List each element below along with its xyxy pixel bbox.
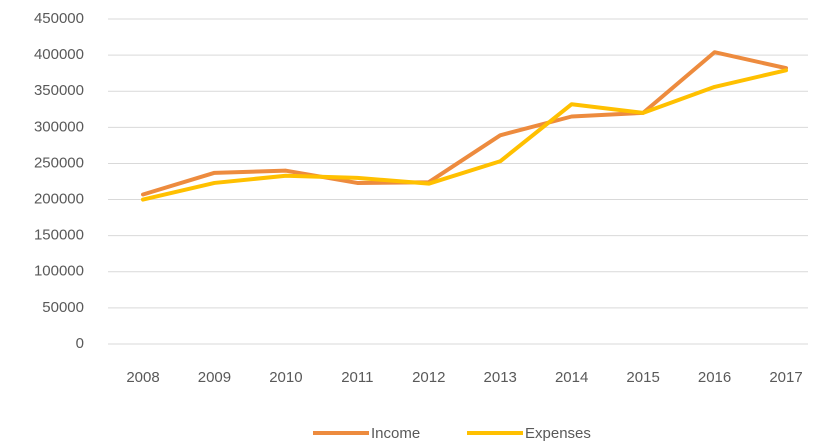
x-tick-label: 2016 (698, 369, 731, 386)
y-tick-label: 200000 (34, 191, 84, 208)
y-tick-label: 0 (76, 335, 84, 352)
x-tick-label: 2013 (484, 369, 517, 386)
y-tick-label: 300000 (34, 118, 84, 135)
x-tick-label: 2014 (555, 369, 588, 386)
y-tick-label: 250000 (34, 154, 84, 171)
x-tick-label: 2010 (269, 369, 302, 386)
line-series (141, 68, 788, 202)
y-tick-label: 100000 (34, 263, 84, 280)
x-tick-label: 2011 (341, 369, 373, 386)
line-series (141, 50, 788, 197)
x-tick-label: 2008 (126, 369, 159, 386)
x-tick-label: 2015 (626, 369, 659, 386)
legend-label: Expenses (525, 425, 591, 442)
y-tick-label: 400000 (34, 46, 84, 63)
y-tick-label: 350000 (34, 82, 84, 99)
legend-label: Income (371, 425, 420, 442)
x-tick-label: 2017 (769, 369, 802, 386)
x-tick-label: 2009 (198, 369, 231, 386)
y-tick-label: 150000 (34, 227, 84, 244)
y-tick-label: 50000 (42, 299, 84, 316)
y-tick-label: 450000 (34, 10, 84, 27)
x-tick-label: 2012 (412, 369, 445, 386)
